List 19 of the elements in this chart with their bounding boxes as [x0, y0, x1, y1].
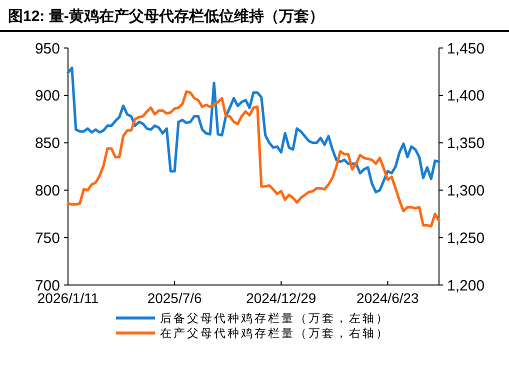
y2-tick-label: 1,200 — [447, 277, 485, 294]
y-tick-label: 950 — [34, 40, 60, 58]
x-tick-label: 2024/6/23 — [356, 290, 420, 306]
y-tick-label: 800 — [34, 182, 60, 200]
line-series — [66, 66, 440, 194]
y2-tick-label: 1,400 — [447, 88, 485, 105]
chart-title: 图12: 量-黄鸡在产父母代存栏低位维持（万套） — [8, 7, 324, 25]
legend-label: 后备父母代种鸡存栏量（万套，左轴） — [160, 312, 390, 326]
legend-label: 在产父母代种鸡存栏量（万套，右轴） — [160, 326, 390, 340]
line-series — [66, 90, 440, 228]
y-tick-label: 750 — [34, 230, 60, 247]
y2-tick-label: 1,450 — [447, 40, 485, 58]
x-tick-label: 2025/7/6 — [147, 290, 202, 306]
y2-tick-label: 1,350 — [447, 135, 485, 152]
x-tick-label: 2024/12/29 — [246, 290, 316, 306]
y-tick-label: 850 — [34, 135, 60, 152]
y2-tick-label: 1,250 — [447, 230, 485, 247]
y-tick-label: 900 — [34, 88, 60, 105]
y2-tick-label: 1,300 — [447, 182, 485, 200]
